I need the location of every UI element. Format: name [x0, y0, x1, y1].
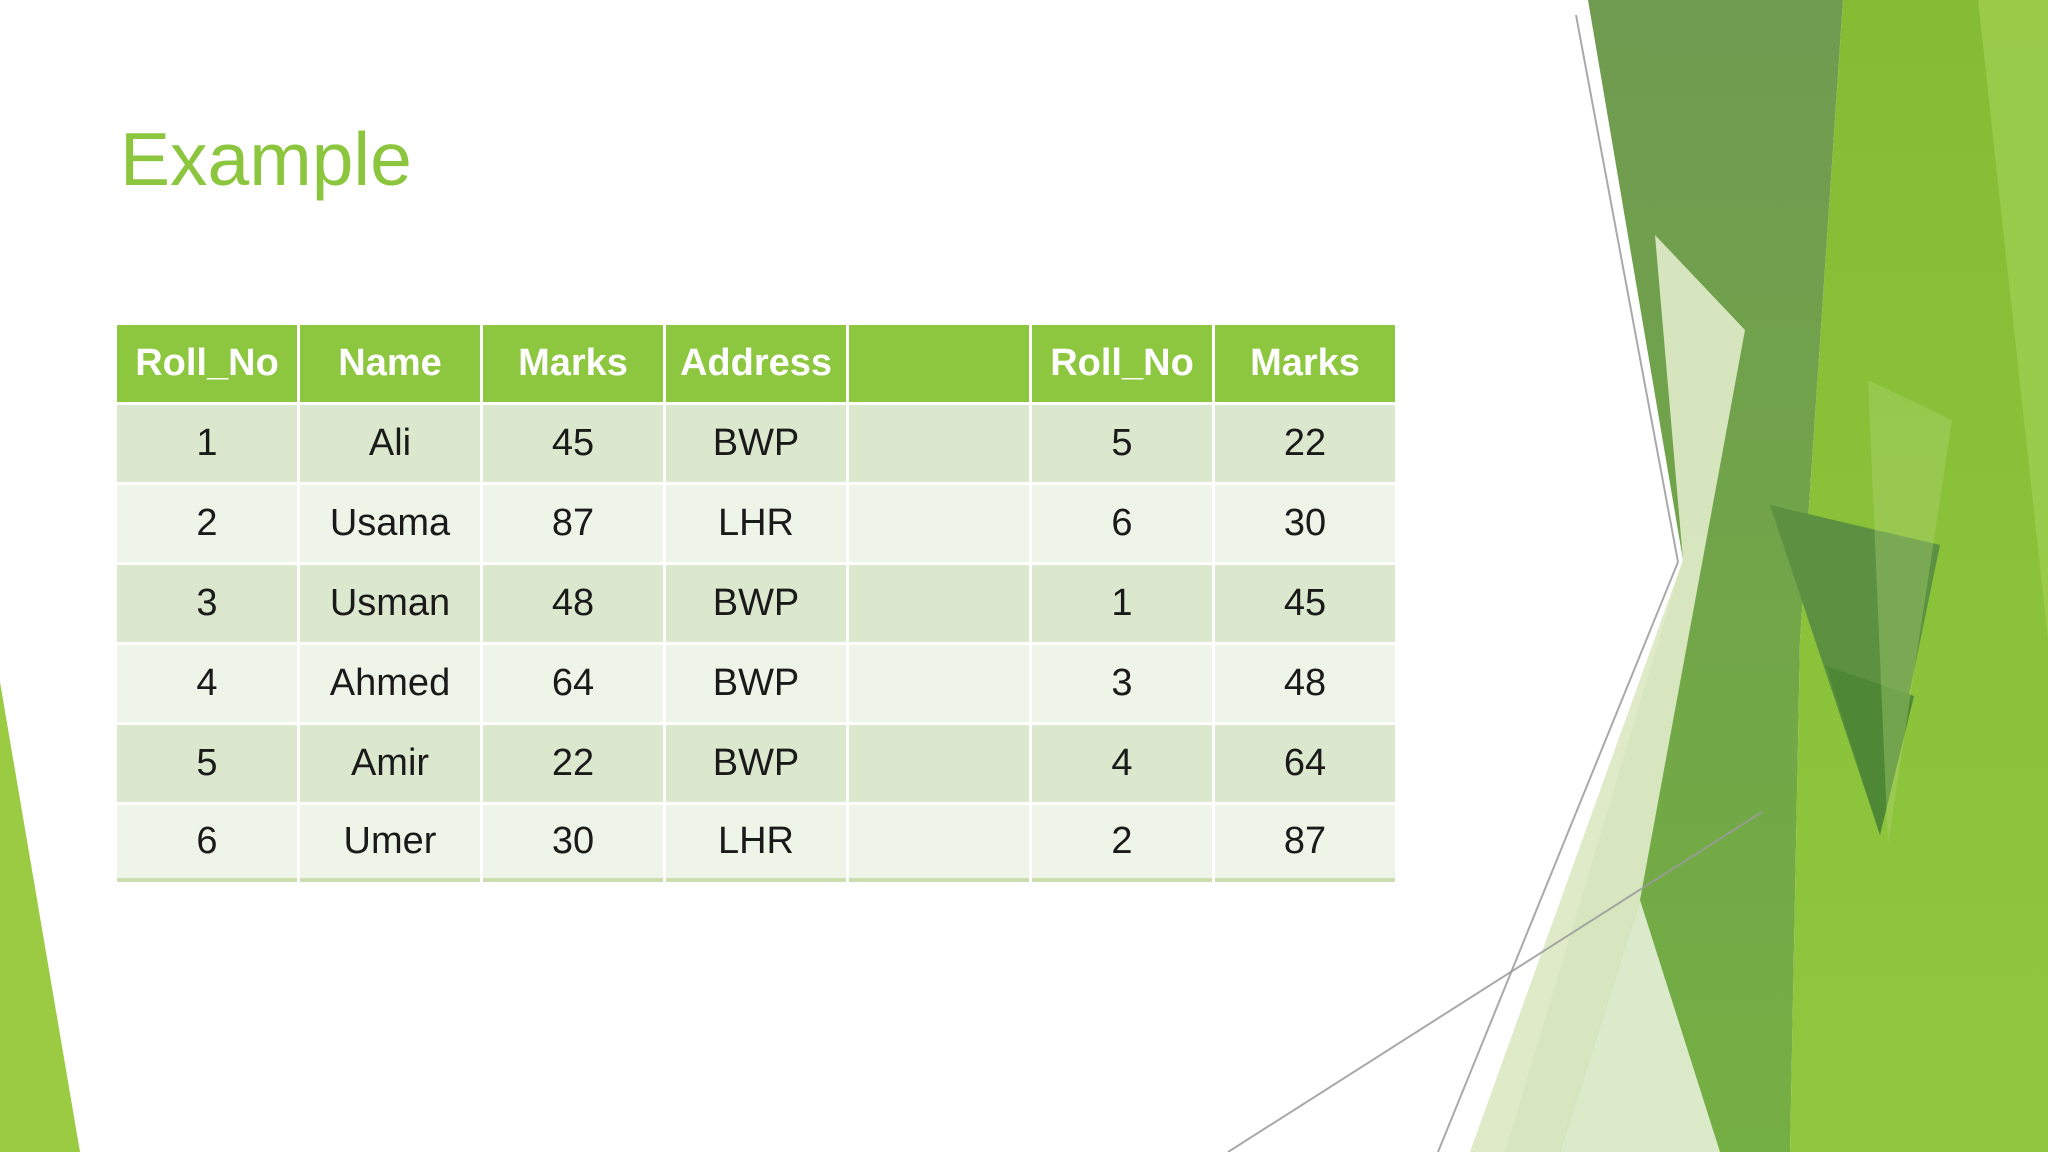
- table-cell: 87: [483, 485, 663, 562]
- table-cell: 4: [117, 645, 297, 722]
- table-row: 4 Ahmed 64 BWP 3 48: [117, 645, 1395, 722]
- facet-bright-light-polygon: [1978, 0, 2048, 640]
- table-cell: 5: [117, 725, 297, 802]
- table-cell: 48: [483, 565, 663, 642]
- table-cell: LHR: [666, 485, 846, 562]
- table-cell: 6: [117, 805, 297, 882]
- table-row: 3 Usman 48 BWP 1 45: [117, 565, 1395, 642]
- table-cell: 4: [1032, 725, 1212, 802]
- table-row: 2 Usama 87 LHR 6 30: [117, 485, 1395, 562]
- table-cell: 3: [1032, 645, 1212, 722]
- table-cell: 3: [117, 565, 297, 642]
- facet-pale-light-polygon: [1560, 900, 1720, 1152]
- facet-darker-polygon: [1826, 666, 1914, 835]
- table-cell: Ahmed: [300, 645, 480, 722]
- header-cell-roll-no-2: Roll_No: [1032, 325, 1212, 402]
- facet-dark-polygon: [1770, 505, 1940, 835]
- table-cell: 6: [1032, 485, 1212, 562]
- facet-overlay-sliver: [1868, 380, 1952, 845]
- table-cell: BWP: [666, 565, 846, 642]
- table-cell: 64: [1215, 725, 1395, 802]
- crease-line-lower: [1437, 561, 1679, 1152]
- table-body: 1 Ali 45 BWP 5 22 2 Usama 87 LHR 6 30 3 …: [117, 405, 1395, 882]
- table-cell: [849, 405, 1029, 482]
- table-header: Roll_No Name Marks Address Roll_No Marks: [117, 325, 1395, 402]
- table-cell: 1: [117, 405, 297, 482]
- table-cell: [849, 645, 1029, 722]
- facet-olive-polygon: [1505, 0, 1843, 1152]
- table-cell: [849, 565, 1029, 642]
- table-cell: 87: [1215, 805, 1395, 882]
- header-cell-marks: Marks: [483, 325, 663, 402]
- data-table: Roll_No Name Marks Address Roll_No Marks…: [114, 322, 1398, 885]
- header-cell-name: Name: [300, 325, 480, 402]
- header-cell-empty: [849, 325, 1029, 402]
- header-cell-roll-no: Roll_No: [117, 325, 297, 402]
- table-cell: Usama: [300, 485, 480, 562]
- table-cell: 1: [1032, 565, 1212, 642]
- table-cell: [849, 805, 1029, 882]
- facet-bright-polygon: [1790, 0, 2048, 1152]
- table-cell: LHR: [666, 805, 846, 882]
- header-cell-address: Address: [666, 325, 846, 402]
- table-cell: 45: [483, 405, 663, 482]
- table-cell: Amir: [300, 725, 480, 802]
- table-cell: Ali: [300, 405, 480, 482]
- table-cell: 64: [483, 645, 663, 722]
- table-cell: BWP: [666, 645, 846, 722]
- table-row: 6 Umer 30 LHR 2 87: [117, 805, 1395, 882]
- table-cell: BWP: [666, 405, 846, 482]
- table-cell: 2: [117, 485, 297, 562]
- table-cell: Umer: [300, 805, 480, 882]
- table-row: 5 Amir 22 BWP 4 64: [117, 725, 1395, 802]
- table-cell: 22: [1215, 405, 1395, 482]
- table-cell: 45: [1215, 565, 1395, 642]
- corner-accent-wedge: [0, 682, 80, 1152]
- table-cell: BWP: [666, 725, 846, 802]
- table-cell: Usman: [300, 565, 480, 642]
- table-cell: 22: [483, 725, 663, 802]
- table-cell: 30: [1215, 485, 1395, 562]
- table-cell: [849, 725, 1029, 802]
- table-cell: [849, 485, 1029, 562]
- page-title: Example: [120, 117, 412, 201]
- header-cell-marks-2: Marks: [1215, 325, 1395, 402]
- table-header-row: Roll_No Name Marks Address Roll_No Marks: [117, 325, 1395, 402]
- table-cell: 2: [1032, 805, 1212, 882]
- table-cell: 30: [483, 805, 663, 882]
- crease-line-upper: [1575, 14, 1679, 563]
- table-cell: 48: [1215, 645, 1395, 722]
- table-cell: 5: [1032, 405, 1212, 482]
- table-row: 1 Ali 45 BWP 5 22: [117, 405, 1395, 482]
- facet-pale-polygon: [1470, 235, 1745, 1152]
